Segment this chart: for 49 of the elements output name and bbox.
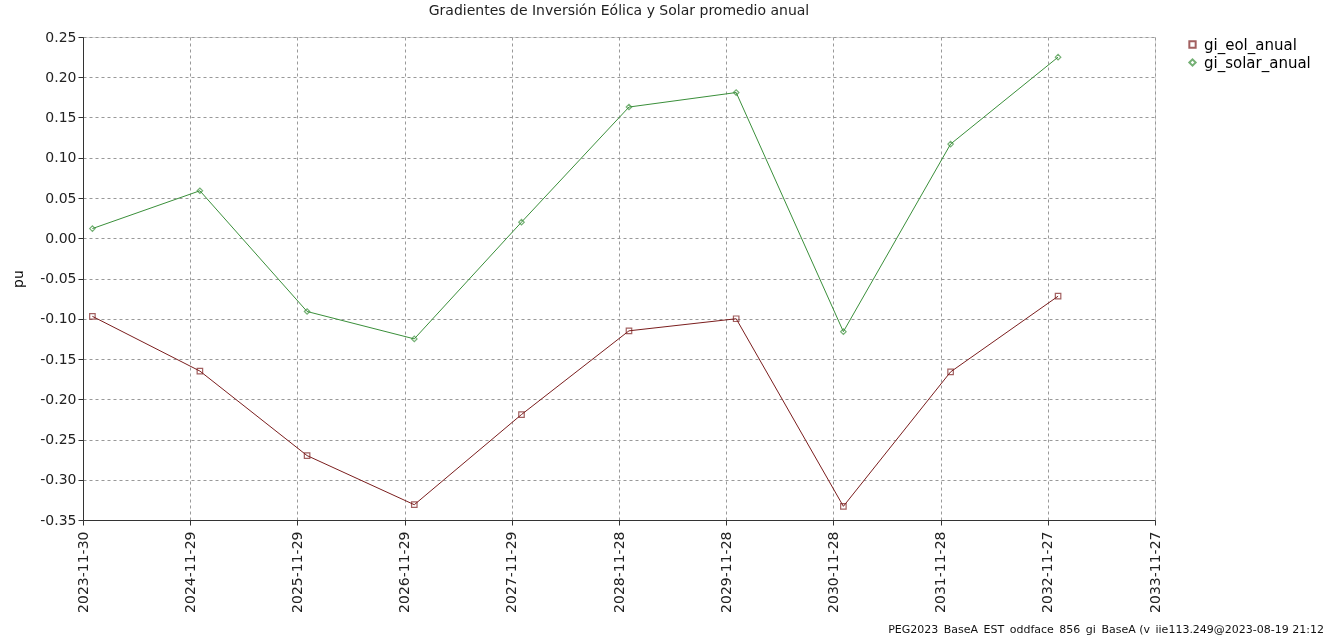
y-tick-label: 0.15 [45,109,77,125]
x-tick-label: 2033-11-27 [1146,531,1163,613]
point [410,335,418,343]
point [196,367,204,375]
y-tick-label: -0.30 [40,471,77,488]
x-tick-label: 2032-11-27 [1039,531,1056,613]
y-tick-label: 0.05 [45,189,77,206]
x-tick-label: 2024-11-29 [181,531,198,613]
point [840,328,847,335]
point [732,315,740,323]
y-tick-label: -0.25 [40,431,77,447]
x-tick-label: 2027-11-29 [503,531,520,613]
y-tick-label: -0.15 [40,350,77,367]
y-tick-label: 0.20 [45,68,77,85]
point [410,501,418,509]
legend-label: gi_solar_anual [1204,53,1311,73]
point [518,411,525,418]
point [840,502,847,510]
point [518,218,525,226]
y-tick-label: 0.10 [45,149,77,166]
text: PEG2023_BaseA_EST_oddface_856_gi_BaseA (v_iie113.249@2023-08-19 21:12 [888,623,1324,635]
legend-label: gi_eol_anual [1204,35,1297,55]
y-tick-label: -0.35 [40,511,77,528]
point [1054,292,1062,300]
point [303,452,311,459]
point [732,89,740,96]
point [625,327,633,335]
point [947,368,954,376]
point [947,140,954,148]
x-tick-label: 2023-11-30 [74,531,91,613]
x-tick-label: 2029-11-28 [717,531,734,613]
point [89,225,96,232]
y-axis-title: pu [10,270,27,288]
x-tick-label: 2028-11-28 [610,531,627,613]
y-tick-label: -0.10 [40,310,77,327]
point [303,308,311,315]
x-tick-label: 2025-11-29 [288,531,305,613]
y-tick-label: -0.05 [40,270,77,286]
y-tick-label: -0.20 [40,390,77,407]
y-tick-label: 0.25 [45,28,77,45]
point [625,103,633,111]
x-tick-label: 2031-11-28 [932,531,949,613]
chart-title: Gradientes de Inversión Eólica y Solar promedio anual [428,2,810,18]
point [196,187,204,195]
y-tick-label: 0.00 [45,229,77,246]
x-tick-label: 2030-11-28 [824,531,841,613]
point [89,313,96,320]
point [1054,53,1062,61]
x-tick-label: 2026-11-29 [396,531,413,613]
